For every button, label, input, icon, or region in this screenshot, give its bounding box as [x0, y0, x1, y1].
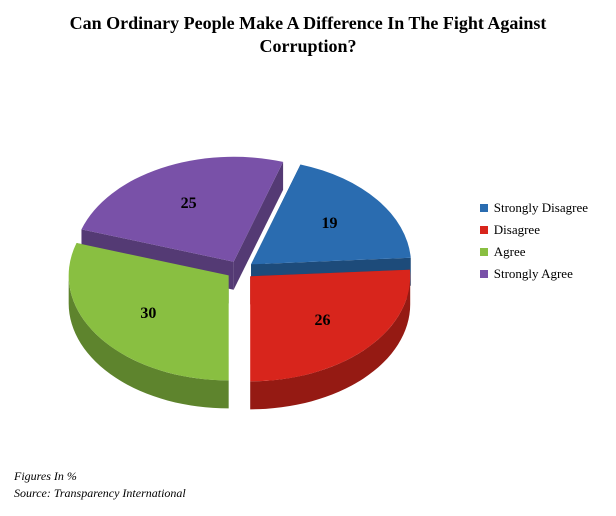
footer-source: Source: Transparency International [14, 485, 186, 502]
chart-title: Can Ordinary People Make A Difference In… [0, 0, 616, 57]
legend-label: Strongly Disagree [494, 200, 588, 216]
pie-slice-label: 26 [315, 312, 331, 330]
pie-slice-label: 25 [181, 195, 197, 213]
legend-swatch [480, 204, 488, 212]
legend-item: Strongly Disagree [480, 200, 588, 216]
pie-slice-label: 19 [321, 215, 337, 233]
legend-swatch [480, 270, 488, 278]
footer-figures: Figures In % [14, 468, 186, 485]
legend-item: Agree [480, 244, 588, 260]
legend-swatch [480, 226, 488, 234]
pie-slice-label: 30 [140, 305, 156, 323]
legend-label: Strongly Agree [494, 266, 573, 282]
legend: Strongly Disagree Disagree Agree Strongly A… [480, 200, 588, 288]
legend-swatch [480, 248, 488, 256]
legend-label: Agree [494, 244, 526, 260]
chart-footer: Figures In % Source: Transparency Intern… [14, 468, 186, 502]
legend-item: Disagree [480, 222, 588, 238]
legend-item: Strongly Agree [480, 266, 588, 282]
legend-label: Disagree [494, 222, 540, 238]
